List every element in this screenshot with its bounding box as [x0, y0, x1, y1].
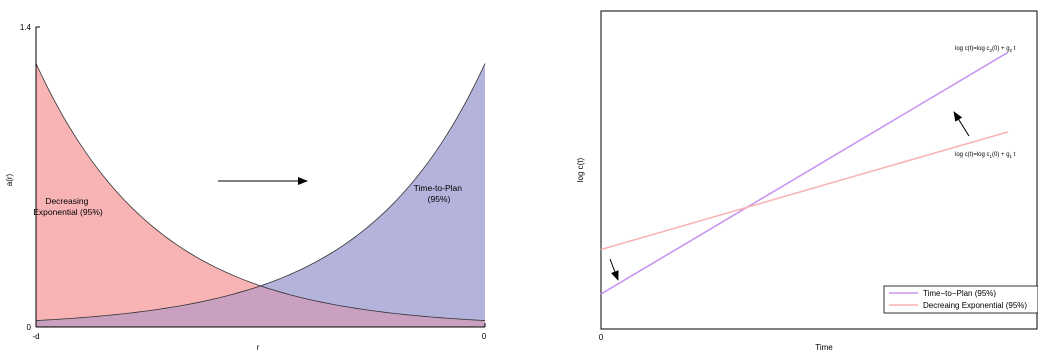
decreasing-exponential-area [36, 63, 485, 328]
time-to-plan-curve [35, 63, 486, 321]
left-x-axis-label: r [257, 343, 260, 351]
upper-arrow [953, 111, 970, 137]
right-x-axis-label: Time [815, 343, 833, 351]
overlap-area [36, 285, 485, 327]
left-y-tick-label-top: 1.4 [20, 23, 32, 32]
left-x-tick-label-left: -d [32, 332, 39, 341]
time-to-plan-annotation: Time-to-Plan (95%) [414, 183, 465, 204]
right-legend: Time−to−Plan (95%) Decreaing Exponential… [883, 285, 1038, 314]
lower-arrow [609, 258, 619, 281]
eq1-annotation: log c(t)=log c1(0) + g1 t [955, 152, 1016, 159]
left-y-axis-label: a(r) [5, 173, 14, 186]
legend-box [883, 285, 1038, 314]
right-plot-frame [600, 10, 1038, 330]
eq2-annotation: log c(t)=log c2(0) + g2 t [955, 46, 1016, 53]
left-chart: 1.4 0 -d 0 r a(r) Decreasing Exponential… [5, 23, 487, 351]
legend-label-time-to-plan: Time−to−Plan (95%) [923, 289, 996, 298]
left-y-tick-label-bottom: 0 [27, 323, 32, 332]
right-x-tick-label-0: 0 [599, 333, 604, 342]
right-y-axis-label: log c(t) [576, 157, 585, 182]
decreasing-exponential-annotation: Decreasing Exponential (95%) [33, 196, 103, 217]
legend-label-decreasing: Decreaing Exponential (95%) [923, 301, 1027, 310]
right-chart: 0 Time log c(t) log c(t)=log c2(0) + g2 … [576, 10, 1038, 351]
time-to-plan-area [36, 63, 485, 328]
time-to-plan-line [600, 51, 1009, 295]
left-x-tick-label-right: 0 [482, 332, 487, 341]
decreasing-exponential-line [600, 131, 1009, 251]
